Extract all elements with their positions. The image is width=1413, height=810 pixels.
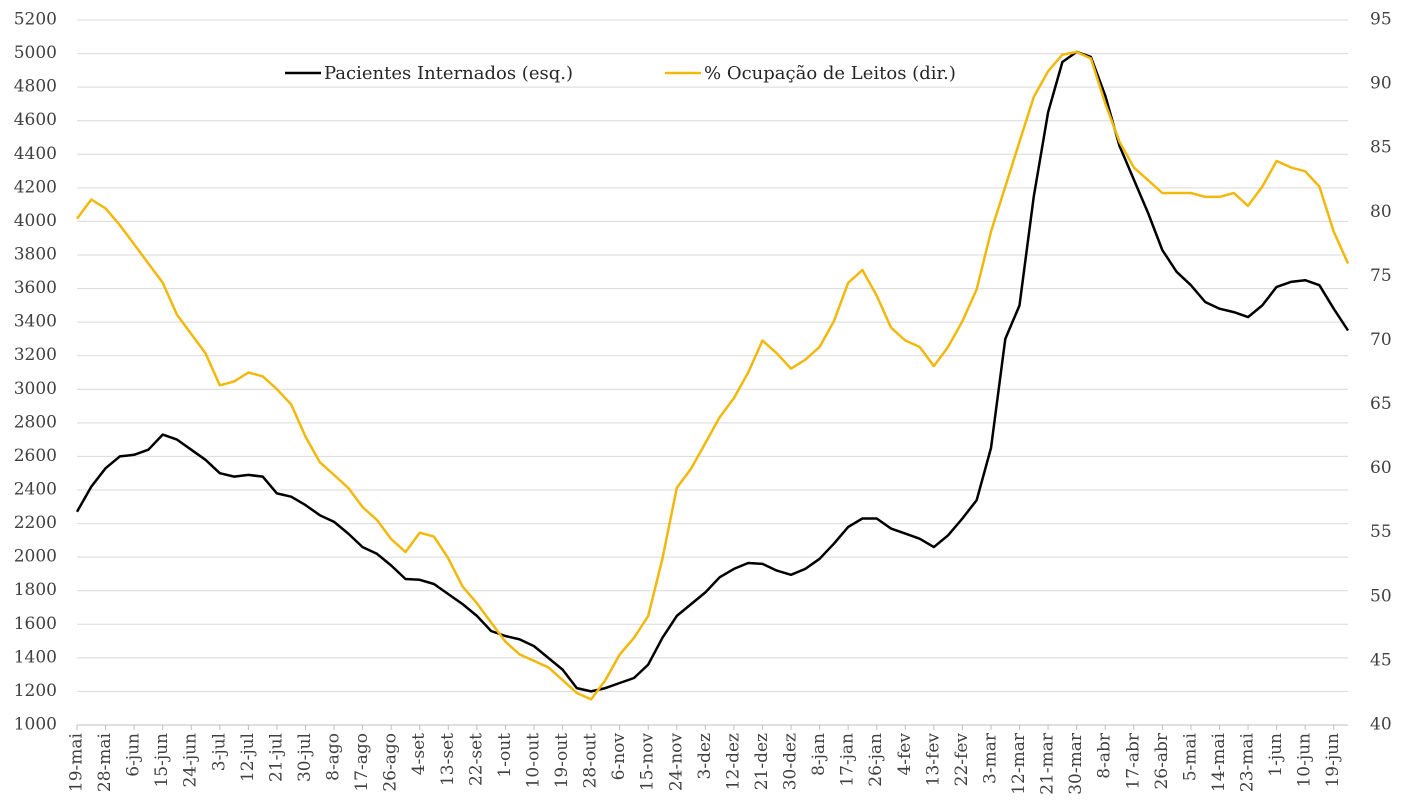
x-tick-label: 15-nov [638, 733, 658, 792]
x-tick-label: 22-fev [952, 733, 972, 787]
y-tick-label: 4000 [14, 211, 57, 231]
x-tick-label: 28-out [581, 733, 601, 789]
y2-tick-label: 55 [1370, 522, 1392, 542]
y2-tick-label: 60 [1370, 458, 1392, 478]
y-tick-label: 5000 [14, 43, 57, 63]
x-tick-label: 4-fev [895, 733, 915, 776]
x-tick-label: 26-jan [866, 733, 886, 787]
x-tick-label: 12-jul [238, 733, 258, 782]
y-tick-label: 4200 [14, 177, 57, 197]
y-tick-label: 3600 [14, 278, 57, 298]
x-tick-label: 23-mai [1238, 732, 1258, 792]
y-tick-label: 3800 [14, 245, 57, 265]
legend-label: % Ocupação de Leitos (dir.) [704, 63, 956, 84]
x-tick-label: 19-out [552, 733, 572, 789]
legend-label: Pacientes Internados (esq.) [324, 63, 573, 84]
x-tick-label: 30-dez [781, 733, 801, 790]
x-tick-label: 14-mai [1209, 732, 1229, 792]
y-tick-label: 2800 [14, 412, 57, 432]
x-tick-label: 1-jun [1266, 733, 1286, 777]
y2-tick-label: 75 [1370, 266, 1392, 286]
y-tick-label: 2600 [14, 446, 57, 466]
y-tick-label: 1200 [14, 681, 57, 701]
y2-tick-label: 70 [1370, 330, 1392, 350]
y-tick-label: 4600 [14, 110, 57, 130]
x-tick-label: 22-set [466, 733, 486, 786]
x-tick-label: 10-out [523, 733, 543, 789]
x-tick-label: 17-jan [838, 733, 858, 787]
y-tick-label: 3000 [14, 379, 57, 399]
x-tick-label: 12-mar [1009, 732, 1029, 795]
x-tick-label: 6-nov [609, 733, 629, 781]
series-line [75, 50, 1350, 693]
y2-tick-label: 90 [1370, 74, 1392, 94]
x-tick-label: 1-out [495, 733, 515, 778]
series-line [75, 50, 1350, 701]
x-tick-label: 21-mar [1038, 732, 1058, 795]
x-tick-label: 17-abr [1123, 732, 1143, 789]
x-tick-label: 6-jun [124, 733, 144, 777]
x-tick-label: 8-ago [324, 733, 344, 781]
y2-tick-label: 45 [1370, 650, 1392, 670]
y2-tick-label: 85 [1370, 138, 1392, 158]
x-tick-label: 8-abr [1095, 732, 1115, 779]
y2-tick-label: 65 [1370, 394, 1392, 414]
x-tick-label: 12-dez [723, 733, 743, 790]
x-tick-label: 3-jul [209, 733, 229, 771]
y-tick-label: 1800 [14, 580, 57, 600]
x-tick-label: 10-jun [1295, 733, 1315, 788]
y2-tick-label: 50 [1370, 586, 1392, 606]
x-tick-label: 21-dez [752, 733, 772, 790]
x-tick-label: 19-jun [1323, 733, 1343, 788]
y-tick-label: 1600 [14, 614, 57, 634]
y2-tick-label: 40 [1370, 715, 1392, 735]
x-tick-label: 13-fev [923, 733, 943, 787]
y-tick-label: 4400 [14, 144, 57, 164]
y-tick-label: 1400 [14, 647, 57, 667]
y-tick-label: 2400 [14, 480, 57, 500]
x-tick-label: 30-jul [295, 733, 315, 782]
y-tick-label: 2000 [14, 547, 57, 567]
x-tick-label: 15-jun [152, 733, 172, 788]
y2-tick-label: 95 [1370, 10, 1392, 30]
y-tick-label: 1000 [14, 715, 57, 735]
x-tick-label: 21-jul [266, 733, 286, 782]
x-tick-label: 13-set [438, 733, 458, 786]
y-tick-label: 3400 [14, 312, 57, 332]
y-tick-label: 3200 [14, 345, 57, 365]
x-tick-label: 4-set [409, 733, 429, 775]
x-tick-label: 24-jun [181, 733, 201, 788]
x-tick-label: 3-dez [695, 733, 715, 780]
x-tick-label: 8-jan [809, 733, 829, 776]
x-tick-label: 17-ago [352, 733, 372, 792]
x-tick-label: 26-abr [1152, 732, 1172, 789]
legend: Pacientes Internados (esq.) % Ocupação de… [285, 63, 956, 84]
x-tick-label: 3-mar [980, 732, 1000, 784]
y-tick-label: 4800 [14, 77, 57, 97]
x-tick-label: 26-ago [381, 733, 401, 792]
x-tick-label: 24-nov [666, 733, 686, 792]
y-tick-label: 5200 [14, 10, 57, 30]
x-tick-label: 5-mai [1180, 732, 1200, 781]
x-tick-label: 19-mai [67, 732, 87, 792]
x-tick-label: 28-mai [95, 732, 115, 792]
y-tick-label: 2200 [14, 513, 57, 533]
x-tick-label: 30-mar [1066, 732, 1086, 795]
y2-tick-label: 80 [1370, 202, 1392, 222]
